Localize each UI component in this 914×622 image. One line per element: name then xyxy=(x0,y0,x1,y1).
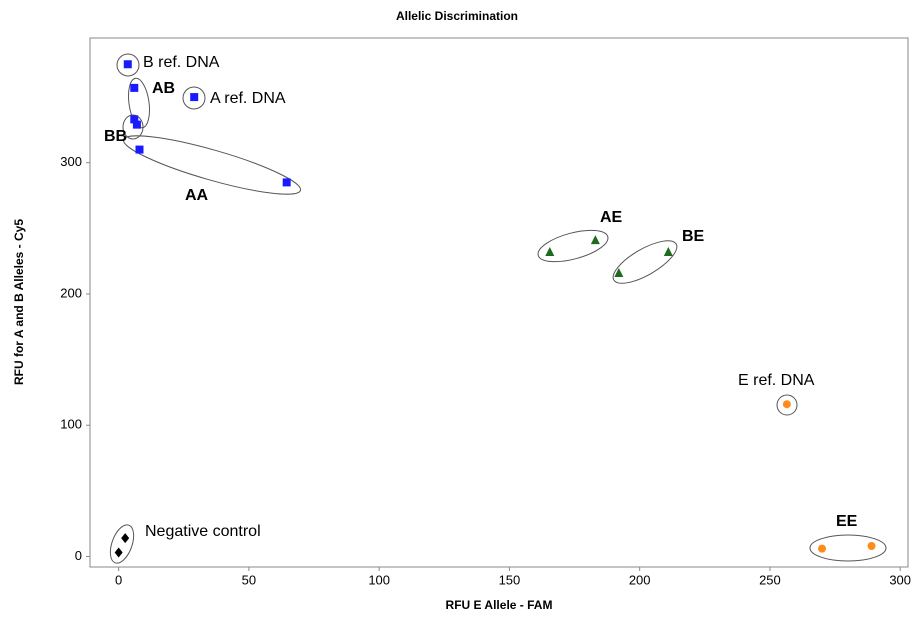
cluster-outline xyxy=(182,86,206,110)
x-tick-label: 0 xyxy=(115,572,122,587)
point xyxy=(782,400,791,409)
annotation: E ref. DNA xyxy=(738,372,815,389)
annotation: BB xyxy=(104,128,127,145)
point xyxy=(663,246,673,256)
x-tick-label: 300 xyxy=(889,572,911,587)
annotation: AA xyxy=(185,187,209,204)
annotation: Negative control xyxy=(145,523,261,540)
point xyxy=(282,178,291,187)
point xyxy=(818,544,827,553)
point xyxy=(867,541,876,550)
y-tick-label: 0 xyxy=(75,548,82,563)
x-tick-label: 150 xyxy=(499,572,521,587)
annotation: EE xyxy=(836,513,858,530)
point xyxy=(123,60,132,69)
cluster-outline xyxy=(122,114,144,140)
x-tick-label: 200 xyxy=(629,572,651,587)
cluster-outline xyxy=(122,135,302,195)
annotation: AB xyxy=(152,80,175,97)
x-tick-label: 100 xyxy=(368,572,390,587)
y-tick-label: 100 xyxy=(60,417,82,432)
point xyxy=(545,246,555,256)
cluster-outline xyxy=(116,53,140,77)
point xyxy=(130,83,139,92)
point xyxy=(590,235,600,245)
y-tick-label: 300 xyxy=(60,154,82,169)
point xyxy=(132,120,141,129)
chart-title: Allelic Discrimination xyxy=(396,9,518,23)
cluster-outline xyxy=(537,229,609,263)
plot-frame xyxy=(89,37,909,568)
annotation: A ref. DNA xyxy=(210,90,286,107)
annotation: BE xyxy=(682,228,705,245)
y-tick-label: 200 xyxy=(60,285,82,300)
point xyxy=(190,93,199,102)
cluster-outline xyxy=(809,534,887,562)
point xyxy=(114,547,123,558)
x-axis-label: RFU E Allele - FAM xyxy=(446,598,553,612)
point xyxy=(135,145,144,154)
x-tick-label: 250 xyxy=(759,572,781,587)
annotation: AE xyxy=(600,209,623,226)
cluster-outline xyxy=(776,394,798,416)
annotation: B ref. DNA xyxy=(143,54,220,71)
point xyxy=(130,115,139,124)
y-axis-label: RFU for A and B Alleles - Cy5 xyxy=(12,219,26,385)
x-tick-label: 50 xyxy=(242,572,256,587)
point xyxy=(121,533,130,544)
cluster-outline xyxy=(128,77,150,129)
cluster-outline xyxy=(109,524,135,564)
cluster-outline xyxy=(612,240,678,284)
point xyxy=(614,267,624,277)
